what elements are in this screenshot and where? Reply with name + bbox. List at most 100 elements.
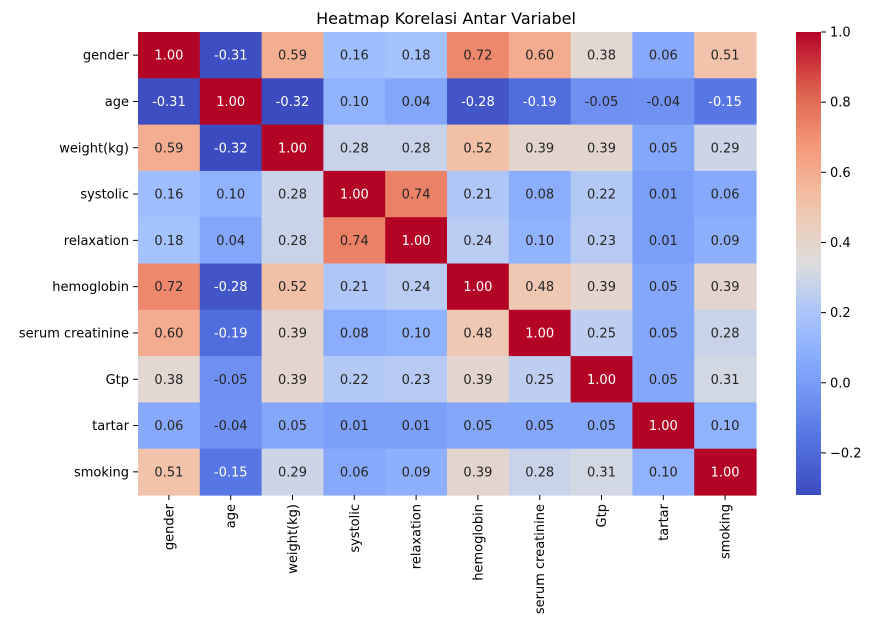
column-tick-labels: gender age weight(kg) systolic relaxation hem… <box>162 495 734 614</box>
cell-value-label: 0.60 <box>525 49 554 64</box>
cell-value-label: -0.31 <box>214 49 248 64</box>
heatmap-cell <box>261 402 324 450</box>
heatmap-cell <box>570 402 633 450</box>
heatmap-cell <box>323 263 386 311</box>
cell-value-label: 0.18 <box>402 49 431 64</box>
heatmap-cell <box>570 124 633 172</box>
heatmap-cell <box>138 263 201 311</box>
heatmap-cell <box>570 78 633 126</box>
cell-value-label: 0.48 <box>463 326 492 341</box>
heatmap-cell <box>508 448 572 496</box>
cell-value-label: 0.22 <box>340 373 369 388</box>
cell-value-label: 0.08 <box>340 326 369 341</box>
heatmap-cell <box>199 402 263 450</box>
cell-value-label: 0.29 <box>711 141 740 156</box>
cell-value-label: 1.00 <box>711 465 740 480</box>
heatmap-cell <box>323 78 386 126</box>
heatmap-cell <box>632 402 695 450</box>
colorbar-tick-label: 1.0 <box>830 26 851 41</box>
cell-value-label: 0.05 <box>278 419 307 434</box>
cell-value-label: 0.22 <box>587 188 616 203</box>
heatmap-cell <box>694 124 757 172</box>
cell-value-label: -0.04 <box>646 95 680 110</box>
heatmap-cell <box>138 402 201 450</box>
heatmap-cell <box>199 263 263 311</box>
cell-value-label: 0.04 <box>216 234 245 249</box>
cell-value-label: 0.28 <box>711 326 740 341</box>
cell-value-label: 0.28 <box>278 188 307 203</box>
cell-value-label: 1.00 <box>154 49 183 64</box>
heatmap-cell <box>138 356 201 403</box>
cell-value-label: 0.10 <box>649 465 678 480</box>
cell-value-label: -0.04 <box>214 419 248 434</box>
colorbar-tick-label: −0.2 <box>830 446 862 461</box>
heatmap-cell <box>323 170 386 218</box>
heatmap-cell <box>694 402 757 450</box>
heatmap-cell <box>632 356 695 403</box>
heatmap-cell <box>323 217 386 265</box>
heatmap-cell <box>447 309 510 357</box>
row-tick-label: age <box>105 95 129 110</box>
cell-value-label: 1.00 <box>340 188 369 203</box>
column-tick-label: smoking <box>719 504 734 559</box>
column-tick-label: systolic <box>348 504 363 553</box>
cell-value-label: 0.08 <box>525 188 554 203</box>
row-tick-label: smoking <box>74 465 129 480</box>
heatmap-cell <box>199 78 263 126</box>
heatmap-cell <box>385 402 448 450</box>
heatmap-cell <box>199 356 263 403</box>
heatmap-cell <box>199 309 263 357</box>
colorbar-tick-label: 0.2 <box>830 306 851 321</box>
cell-value-label: 0.01 <box>340 419 369 434</box>
heatmap-cell <box>447 124 510 172</box>
heatmap-cell <box>694 170 757 218</box>
cell-value-label: 0.21 <box>463 188 492 203</box>
heatmap-cell <box>694 448 757 496</box>
cell-value-label: 0.72 <box>463 49 492 64</box>
cell-value-label: 0.05 <box>525 419 554 434</box>
cell-value-label: 1.00 <box>278 141 307 156</box>
heatmap-cell <box>323 32 386 79</box>
cell-value-label: 0.51 <box>711 49 740 64</box>
cell-value-label: 0.74 <box>402 188 431 203</box>
heatmap-cell <box>323 309 386 357</box>
heatmap-cell <box>261 32 324 79</box>
heatmap-cell <box>447 78 510 126</box>
cell-value-label: 0.06 <box>649 49 678 64</box>
cell-value-label: -0.31 <box>152 95 186 110</box>
cell-value-label: 0.31 <box>587 465 616 480</box>
cell-value-label: -0.28 <box>461 95 495 110</box>
heatmap-cell <box>508 32 572 79</box>
cell-value-label: 0.16 <box>154 188 183 203</box>
cell-value-label: 0.24 <box>402 280 431 295</box>
column-tick-label: gender <box>162 503 177 550</box>
cell-value-label: -0.32 <box>214 141 248 156</box>
cell-value-label: 0.39 <box>278 326 307 341</box>
row-tick-label: weight(kg) <box>59 141 129 156</box>
heatmap-cell <box>199 124 263 172</box>
cell-value-label: -0.05 <box>214 373 248 388</box>
colorbar: −0.2 0.0 0.2 0.4 0.6 0.8 1.0 <box>796 26 862 495</box>
cell-value-label: -0.19 <box>523 95 557 110</box>
heatmap-cell <box>570 170 633 218</box>
row-tick-label: serum creatinine <box>19 326 129 341</box>
cell-value-label: 0.39 <box>278 373 307 388</box>
heatmap-cell <box>694 217 757 265</box>
cell-value-label: 0.04 <box>402 95 431 110</box>
heatmap-cell <box>385 32 448 79</box>
cell-value-label: 0.09 <box>402 465 431 480</box>
cell-value-label: 0.16 <box>340 49 369 64</box>
heatmap-cell <box>632 32 695 79</box>
heatmap-cell <box>385 217 448 265</box>
cell-value-label: 0.10 <box>525 234 554 249</box>
cell-value-label: 0.72 <box>154 280 183 295</box>
row-tick-label: tartar <box>92 419 129 434</box>
cell-value-label: 0.31 <box>711 373 740 388</box>
cell-value-label: 1.00 <box>463 280 492 295</box>
cell-value-label: 0.06 <box>711 188 740 203</box>
cell-value-label: 0.23 <box>402 373 431 388</box>
cell-value-label: 0.25 <box>587 326 616 341</box>
heatmap-cell <box>138 124 201 172</box>
row-tick-label: gender <box>83 49 130 64</box>
cell-value-label: 0.01 <box>402 419 431 434</box>
